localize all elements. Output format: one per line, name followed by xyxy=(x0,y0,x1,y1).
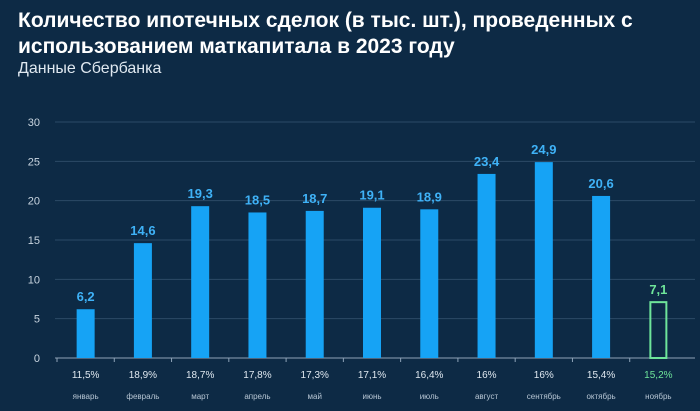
x-tick-label: сентябрь xyxy=(527,392,561,401)
chart-title: Количество ипотечных сделок (в тыс. шт.)… xyxy=(18,9,633,58)
data-label: 19,1 xyxy=(359,188,384,203)
share-label: 11,5% xyxy=(72,370,100,381)
bar xyxy=(534,162,553,358)
x-tick-label: январь xyxy=(73,392,99,401)
y-tick-label: 20 xyxy=(28,196,40,208)
share-label: 16% xyxy=(477,370,497,381)
share-label: 18,7% xyxy=(186,370,214,381)
y-tick-label: 10 xyxy=(28,274,40,286)
share-label: 17,3% xyxy=(301,370,329,381)
data-label: 23,4 xyxy=(474,154,500,169)
bar xyxy=(477,173,496,358)
bar xyxy=(592,195,611,358)
share-label: 18,9% xyxy=(129,370,157,381)
bar xyxy=(305,210,324,358)
x-tick-label: февраль xyxy=(126,392,159,401)
share-label: 17,1% xyxy=(358,370,386,381)
share-label: 15,2% xyxy=(644,370,672,381)
y-tick-label: 0 xyxy=(34,353,40,365)
x-tick-label: апрель xyxy=(244,392,270,401)
chart-subtitle: Данные Сбербанка xyxy=(18,60,162,77)
bar xyxy=(76,309,95,358)
bar xyxy=(133,243,152,358)
x-tick-label: март xyxy=(191,392,209,401)
bar xyxy=(248,212,267,358)
data-label: 6,2 xyxy=(77,289,95,304)
x-tick-label: ноябрь xyxy=(645,392,671,401)
data-label: 7,1 xyxy=(649,282,667,297)
data-label: 14,6 xyxy=(130,223,155,238)
x-tick-label: июнь xyxy=(362,392,381,401)
data-label: 20,6 xyxy=(588,176,613,191)
bar xyxy=(420,209,439,358)
y-tick-label: 25 xyxy=(28,156,40,168)
x-tick-label: август xyxy=(475,392,499,401)
share-label: 15,4% xyxy=(587,370,615,381)
x-tick-label: июль xyxy=(420,392,439,401)
share-label: 16% xyxy=(534,370,554,381)
data-label: 18,5 xyxy=(245,192,270,207)
data-label: 19,3 xyxy=(188,186,213,201)
data-label: 18,7 xyxy=(302,191,327,206)
bar-highlighted xyxy=(649,301,668,359)
y-tick-label: 15 xyxy=(28,235,40,247)
share-label: 16,4% xyxy=(415,370,443,381)
bar xyxy=(363,207,381,358)
share-label: 17,8% xyxy=(243,370,271,381)
y-tick-label: 30 xyxy=(28,117,40,129)
x-tick-label: май xyxy=(308,392,322,401)
x-tick-label: октябрь xyxy=(586,392,615,401)
data-label: 24,9 xyxy=(531,142,556,157)
bar xyxy=(191,206,210,358)
y-tick-label: 5 xyxy=(34,314,40,326)
data-label: 18,9 xyxy=(417,189,442,204)
